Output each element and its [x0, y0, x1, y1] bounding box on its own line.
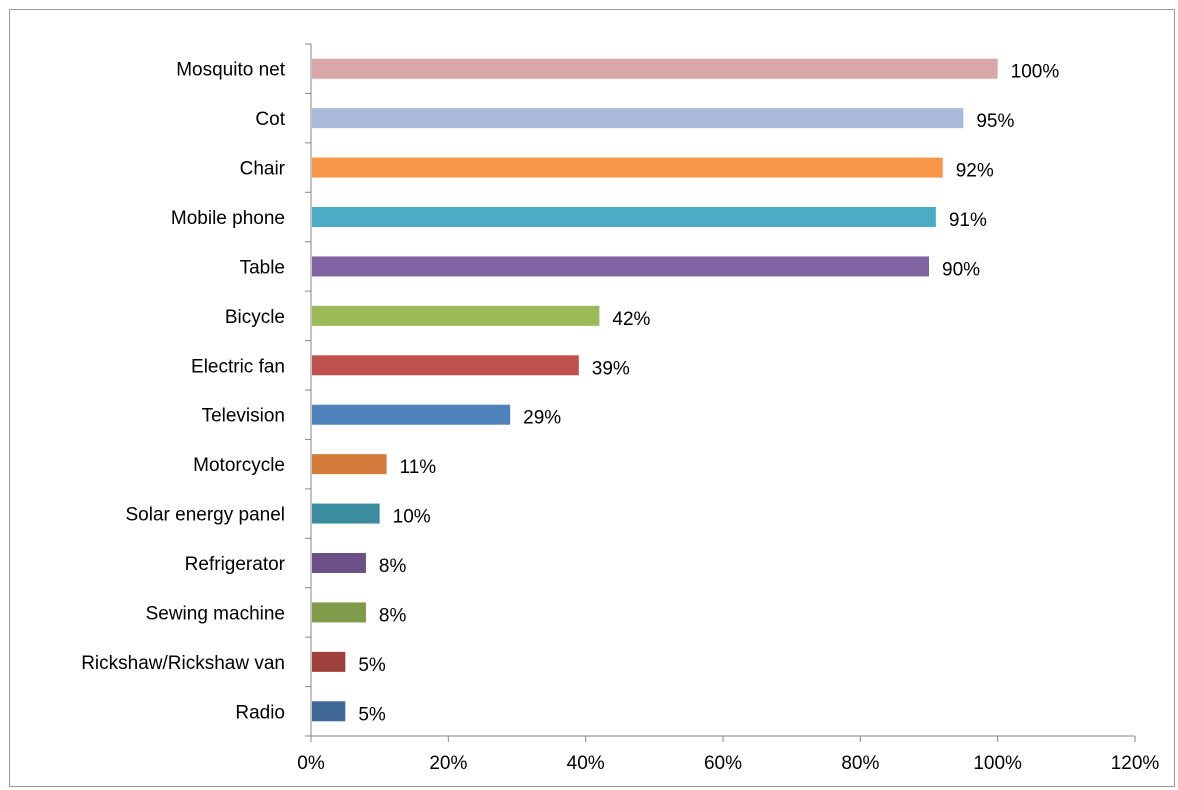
- data-label: 5%: [358, 704, 386, 725]
- x-tick-label: 100%: [973, 753, 1022, 774]
- chart-frame: 0% 20% 40% 60% 80% 100% 120% Mosquito net 100% Co…: [9, 9, 1175, 787]
- x-tick-label: 120%: [1111, 753, 1160, 774]
- data-label: 92%: [956, 161, 994, 182]
- bar: [312, 157, 943, 178]
- category-label: Mosquito net: [176, 60, 286, 81]
- x-tick-label: 40%: [567, 753, 605, 774]
- data-label: 11%: [400, 457, 437, 478]
- bar: [312, 305, 600, 326]
- category-label: Rickshaw/Rickshaw van: [81, 653, 285, 674]
- category-label: Bicycle: [225, 307, 285, 328]
- x-tick-label: 20%: [429, 753, 467, 774]
- data-label: 8%: [379, 556, 407, 577]
- bar: [312, 256, 929, 277]
- data-label: 100%: [1011, 62, 1060, 83]
- data-label: 5%: [358, 655, 386, 676]
- bar: [312, 355, 579, 376]
- bar: [312, 553, 366, 573]
- bar: [312, 602, 366, 623]
- x-tick-label: 80%: [841, 753, 879, 774]
- category-label: Electric fan: [191, 356, 285, 377]
- bar: [312, 503, 380, 524]
- bar: [312, 454, 387, 475]
- bar-chart: 0% 20% 40% 60% 80% 100% 120% Mosquito net 100% Co…: [81, 43, 1160, 774]
- x-tick-label: 60%: [704, 753, 742, 774]
- data-label: 90%: [942, 259, 980, 280]
- category-label: Solar energy panel: [126, 505, 286, 526]
- bar: [312, 701, 346, 722]
- bar: [312, 58, 998, 79]
- category-label: Refrigerator: [185, 554, 286, 575]
- data-label: 10%: [393, 507, 431, 528]
- x-tick-label: 0%: [297, 753, 325, 774]
- category-label: Chair: [240, 159, 286, 180]
- category-label: Table: [240, 257, 285, 278]
- data-label: 29%: [523, 408, 561, 429]
- bar: [312, 651, 346, 672]
- category-label: Radio: [235, 702, 285, 723]
- data-label: 42%: [612, 309, 650, 330]
- data-label: 95%: [976, 111, 1014, 132]
- bar: [312, 404, 511, 425]
- category-label: Television: [202, 406, 285, 427]
- data-label: 91%: [949, 210, 987, 231]
- category-label: Mobile phone: [171, 208, 285, 229]
- category-label: Sewing machine: [146, 603, 285, 624]
- category-label: Motorcycle: [193, 455, 285, 476]
- bar: [312, 207, 936, 227]
- data-label: 8%: [379, 605, 407, 626]
- category-label: Cot: [255, 109, 285, 130]
- bar: [312, 108, 964, 129]
- data-label: 39%: [592, 358, 630, 379]
